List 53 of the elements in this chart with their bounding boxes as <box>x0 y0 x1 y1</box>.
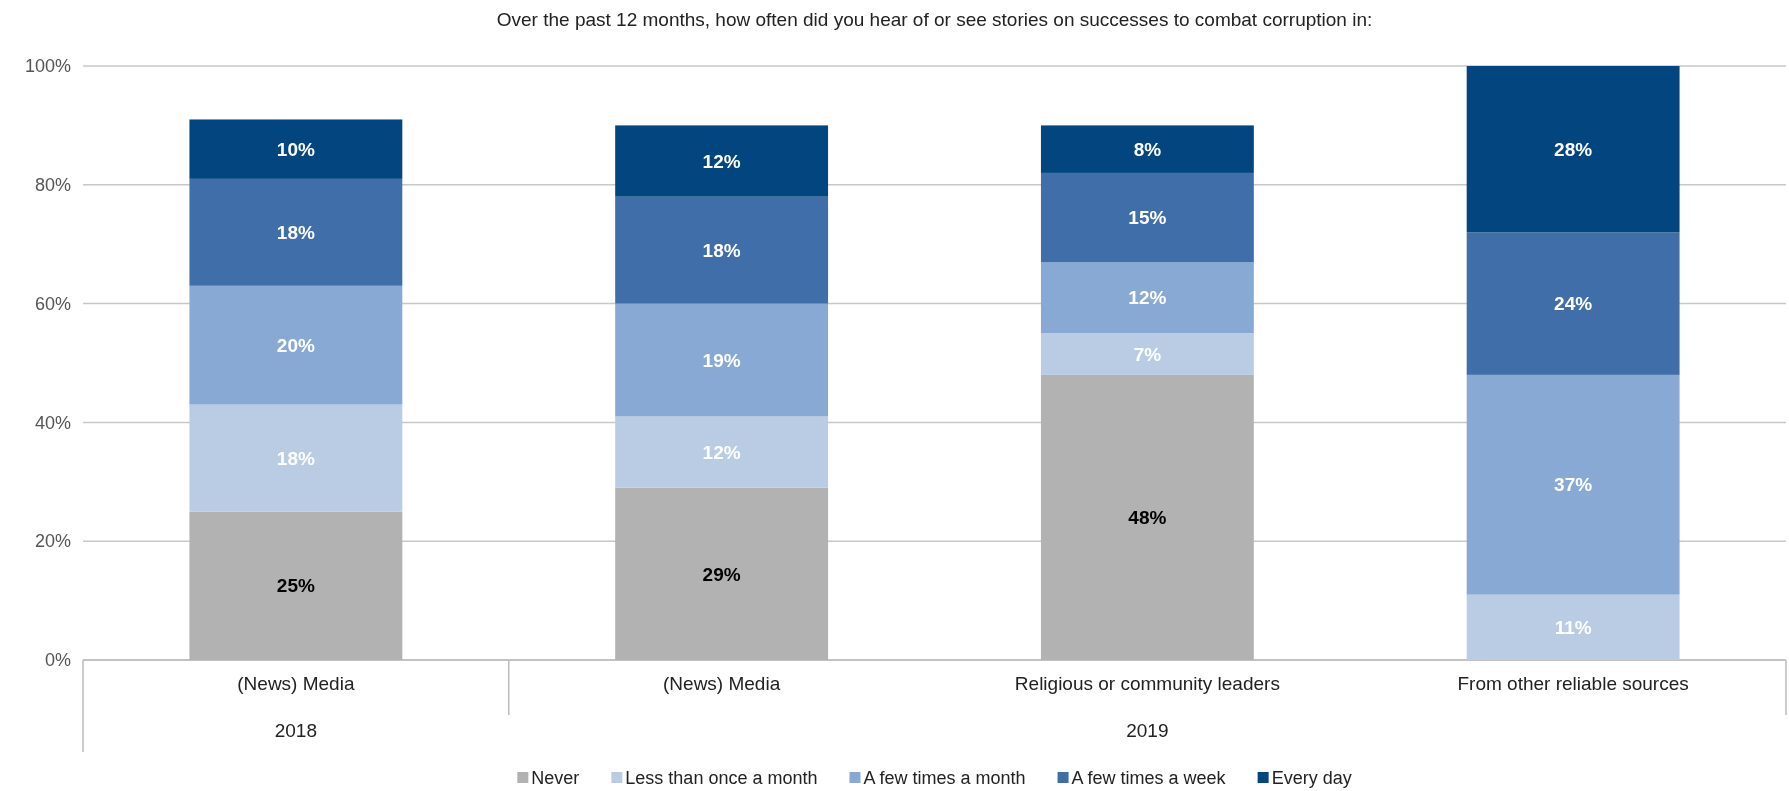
bar <box>1466 66 1680 233</box>
y-tick-label: 80% <box>34 175 71 196</box>
data-label: 18% <box>276 447 315 469</box>
bar <box>189 404 403 512</box>
data-label: 20% <box>276 334 315 356</box>
y-tick-label: 0% <box>44 650 71 671</box>
bar <box>1040 333 1254 375</box>
data-label: 10% <box>276 138 315 160</box>
bar <box>1040 125 1254 173</box>
bar <box>189 119 403 179</box>
legend-label: A few times a week <box>1071 768 1227 789</box>
data-label: 18% <box>276 221 315 243</box>
data-label: 19% <box>702 349 741 371</box>
legend-label: A few times a month <box>863 768 1026 789</box>
legend-label: Less than once a month <box>625 768 818 789</box>
bar <box>615 196 829 304</box>
text: 2018 <box>274 720 318 741</box>
data-label: 29% <box>702 563 741 585</box>
data-label: 15% <box>1128 207 1167 229</box>
bar <box>1466 594 1680 660</box>
bar <box>1040 262 1254 334</box>
data-label: 24% <box>1554 293 1593 315</box>
data-label: 37% <box>1554 474 1593 496</box>
data-label: 11% <box>1554 616 1592 638</box>
x-tick-label: (News) Media <box>237 673 355 695</box>
bar <box>1466 232 1680 375</box>
data-label: 25% <box>276 575 315 597</box>
data-label: 8% <box>1133 138 1162 160</box>
chart-title: Over the past 12 months, how often did you hear of or see stories on successes to combat corruption in: <box>496 9 1373 30</box>
legend-label: Every day <box>1271 768 1352 789</box>
data-label: 12% <box>702 150 741 172</box>
bar <box>615 416 829 488</box>
bar <box>189 178 403 286</box>
x-tick-label: Religious or community leaders <box>1014 673 1280 695</box>
bar <box>1040 172 1254 263</box>
legend-label: Never <box>531 768 580 789</box>
x-tick-label: (News) Media <box>663 673 781 695</box>
data-label: 12% <box>1128 287 1167 309</box>
data-label: 18% <box>702 239 741 261</box>
data-label: 28% <box>1554 138 1593 160</box>
text: 2019 <box>1126 720 1169 741</box>
y-tick-label: 40% <box>34 412 71 433</box>
bar <box>189 285 403 405</box>
x-tick-label: From other reliable sources <box>1457 673 1689 695</box>
data-label: 48% <box>1128 507 1167 529</box>
y-tick-label: 20% <box>34 531 71 552</box>
bar <box>1466 374 1680 595</box>
data-label: 7% <box>1133 343 1162 365</box>
y-tick-label: 60% <box>34 293 71 314</box>
bar <box>615 303 829 417</box>
data-label: 12% <box>702 441 741 463</box>
bar <box>615 125 829 197</box>
y-tick-label: 100% <box>24 56 71 77</box>
